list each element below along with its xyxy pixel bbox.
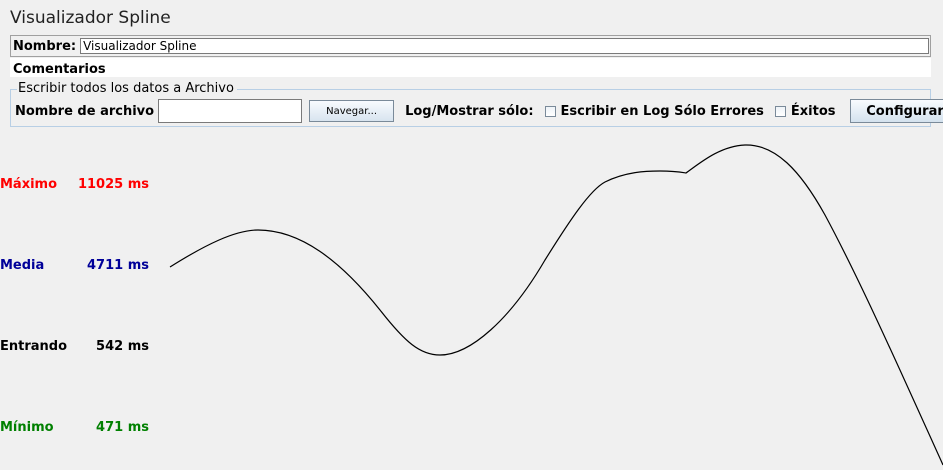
stat-maximum-value: 11025 ms bbox=[77, 177, 149, 192]
panel-title: Visualizador Spline bbox=[10, 8, 171, 28]
file-controls-row: Nombre de archivo Navegar... Log/Mostrar… bbox=[15, 99, 943, 123]
successes-checkbox[interactable] bbox=[774, 105, 786, 117]
write-to-file-legend: Escribir todos los datos a Archivo bbox=[17, 81, 237, 96]
stat-average-label: Media bbox=[0, 258, 45, 273]
stat-incoming: Entrando 542 ms bbox=[0, 339, 149, 354]
stat-maximum: Máximo 11025 ms bbox=[0, 177, 149, 192]
stat-minimum-label: Mínimo bbox=[0, 420, 54, 435]
stat-minimum: Mínimo 471 ms bbox=[0, 420, 149, 435]
stat-minimum-value: 471 ms bbox=[96, 420, 149, 435]
log-show-label: Log/Mostrar sólo: bbox=[405, 103, 534, 119]
successes-label: Éxitos bbox=[790, 103, 836, 119]
errors-only-checkbox[interactable] bbox=[544, 105, 556, 117]
stat-incoming-value: 542 ms bbox=[96, 339, 149, 354]
stat-average: Media 4711 ms bbox=[0, 258, 149, 273]
name-input[interactable]: Visualizador Spline bbox=[80, 38, 929, 54]
name-row: Nombre: Visualizador Spline bbox=[10, 35, 931, 57]
errors-only-label: Escribir en Log Sólo Errores bbox=[560, 103, 764, 119]
browse-button[interactable]: Navegar... bbox=[309, 100, 395, 122]
filename-label: Nombre de archivo bbox=[15, 103, 155, 119]
spline-curve bbox=[169, 144, 943, 466]
stat-incoming-label: Entrando bbox=[0, 339, 68, 354]
filename-input[interactable] bbox=[158, 99, 303, 123]
stat-maximum-label: Máximo bbox=[0, 177, 58, 192]
comments-field[interactable]: Comentarios bbox=[10, 58, 931, 77]
comments-label: Comentarios bbox=[13, 62, 106, 77]
stat-average-value: 4711 ms bbox=[87, 258, 149, 273]
configure-button[interactable]: Configurar bbox=[849, 99, 943, 123]
name-label: Nombre: bbox=[13, 38, 77, 54]
